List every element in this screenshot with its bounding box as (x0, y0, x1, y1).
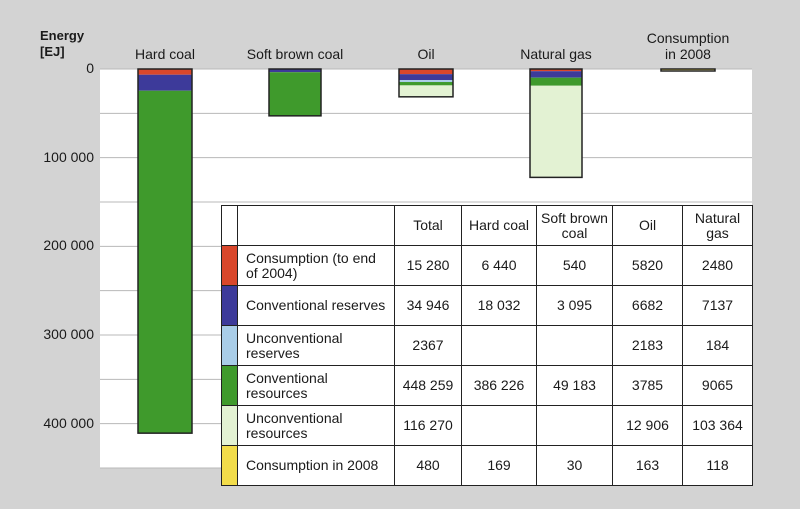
table-cell: 448 259 (394, 365, 462, 406)
table-cell: 3 095 (536, 285, 613, 326)
table-cell: 12 906 (612, 405, 683, 446)
category-label: Consumption in 2008 (646, 30, 730, 62)
legend-swatch (221, 445, 238, 486)
table-cell: 34 946 (394, 285, 462, 326)
y-axis-title-line1: Energy (40, 28, 85, 43)
table-header: Oil (612, 205, 683, 246)
table-cell: 118 (682, 445, 753, 486)
bar-segment (269, 69, 321, 73)
table-header: Hard coal (461, 205, 537, 246)
table-row: Unconventional reserves 2367 2183 184 (221, 325, 753, 366)
table-cell: 9065 (682, 365, 753, 406)
bar-segment (269, 72, 321, 116)
bar-segment (138, 69, 192, 75)
bar-outline (398, 68, 454, 98)
category-label: Oil (417, 46, 435, 62)
table-cell: 184 (682, 325, 753, 366)
table-cell: 7137 (682, 285, 753, 326)
bar-segment (138, 74, 192, 91)
table-cell (536, 405, 613, 446)
table-row: Consumption in 2008 480 169 30 163 118 (221, 445, 753, 486)
table-cell: 30 (536, 445, 613, 486)
table-cell: 18 032 (461, 285, 537, 326)
table-row: Consumption (to end of 2004) 15 280 6 440 5… (221, 245, 753, 286)
table-header: Total (394, 205, 462, 246)
category-label: Soft brown coal (246, 46, 344, 62)
y-tick-label: 400 000 (43, 414, 94, 431)
table-cell: 2367 (394, 325, 462, 366)
bar-segment (399, 80, 453, 83)
table-cell (461, 405, 537, 446)
bar-segment (399, 69, 453, 75)
row-label: Conventional resources (237, 365, 395, 406)
table-corner (221, 205, 238, 246)
bar-segment (530, 85, 582, 178)
bar-segment (530, 77, 582, 86)
row-label: Unconventional reserves (237, 325, 395, 366)
table-header: Soft brown coal (536, 205, 613, 246)
bar-outline (268, 68, 322, 117)
category-label: Natural gas (520, 46, 592, 62)
y-tick-label: 300 000 (43, 326, 94, 342)
legend-swatch (221, 325, 238, 366)
y-axis-title: Energy [EJ] (40, 28, 84, 60)
y-axis-title-line2: [EJ] (40, 44, 65, 59)
table-cell: 5820 (612, 245, 683, 286)
table-cell: 15 280 (394, 245, 462, 286)
table-cell: 2183 (612, 325, 683, 366)
category-label: Hard coal (135, 46, 195, 62)
legend-swatch (221, 365, 238, 406)
table-cell: 103 364 (682, 405, 753, 446)
table-cell: 386 226 (461, 365, 537, 406)
bar-segment (530, 71, 582, 78)
table-cell: 480 (394, 445, 462, 486)
bar-outline (137, 68, 193, 434)
bar-segment (138, 90, 192, 434)
bar-segment (399, 82, 453, 86)
y-tick-label: 100 000 (43, 148, 94, 165)
table-cell: 540 (536, 245, 613, 286)
row-label: Consumption (to end of 2004) (237, 245, 395, 286)
bar-outline (529, 68, 583, 179)
table-cell: 169 (461, 445, 537, 486)
table-cell: 116 270 (394, 405, 462, 446)
legend-swatch (221, 405, 238, 446)
bar-outline (660, 68, 716, 72)
data-table: Total Hard coal Soft brown coal Oil Natural … (221, 205, 753, 486)
table-cell: 6 440 (461, 245, 537, 286)
table-cell: 2480 (682, 245, 753, 286)
y-tick-label: 200 000 (43, 237, 94, 254)
table-cell (536, 325, 613, 366)
table-cell: 3785 (612, 365, 683, 406)
table-cell: 163 (612, 445, 683, 486)
bar-segment (399, 85, 453, 97)
table-header-row: Total Hard coal Soft brown coal Oil Natural … (221, 205, 753, 246)
table-row: Conventional resources 448 259 386 226 49 1… (221, 365, 753, 406)
table-cell (461, 325, 537, 366)
row-label: Unconventional resources (237, 405, 395, 446)
y-tick-label: 0 (86, 60, 94, 76)
table-header: Natural gas (682, 205, 753, 246)
legend-swatch (221, 285, 238, 326)
row-label: Conventional reserves (237, 285, 395, 326)
table-cell: 49 183 (536, 365, 613, 406)
row-label: Consumption in 2008 (237, 445, 395, 486)
table-cell: 6682 (612, 285, 683, 326)
table-row: Conventional reserves 34 946 18 032 3 095 66… (221, 285, 753, 326)
table-corner (237, 205, 395, 246)
bar-segment (530, 69, 582, 72)
bar-segment (399, 74, 453, 81)
legend-swatch (221, 245, 238, 286)
table-row: Unconventional resources 116 270 12 906 103… (221, 405, 753, 446)
